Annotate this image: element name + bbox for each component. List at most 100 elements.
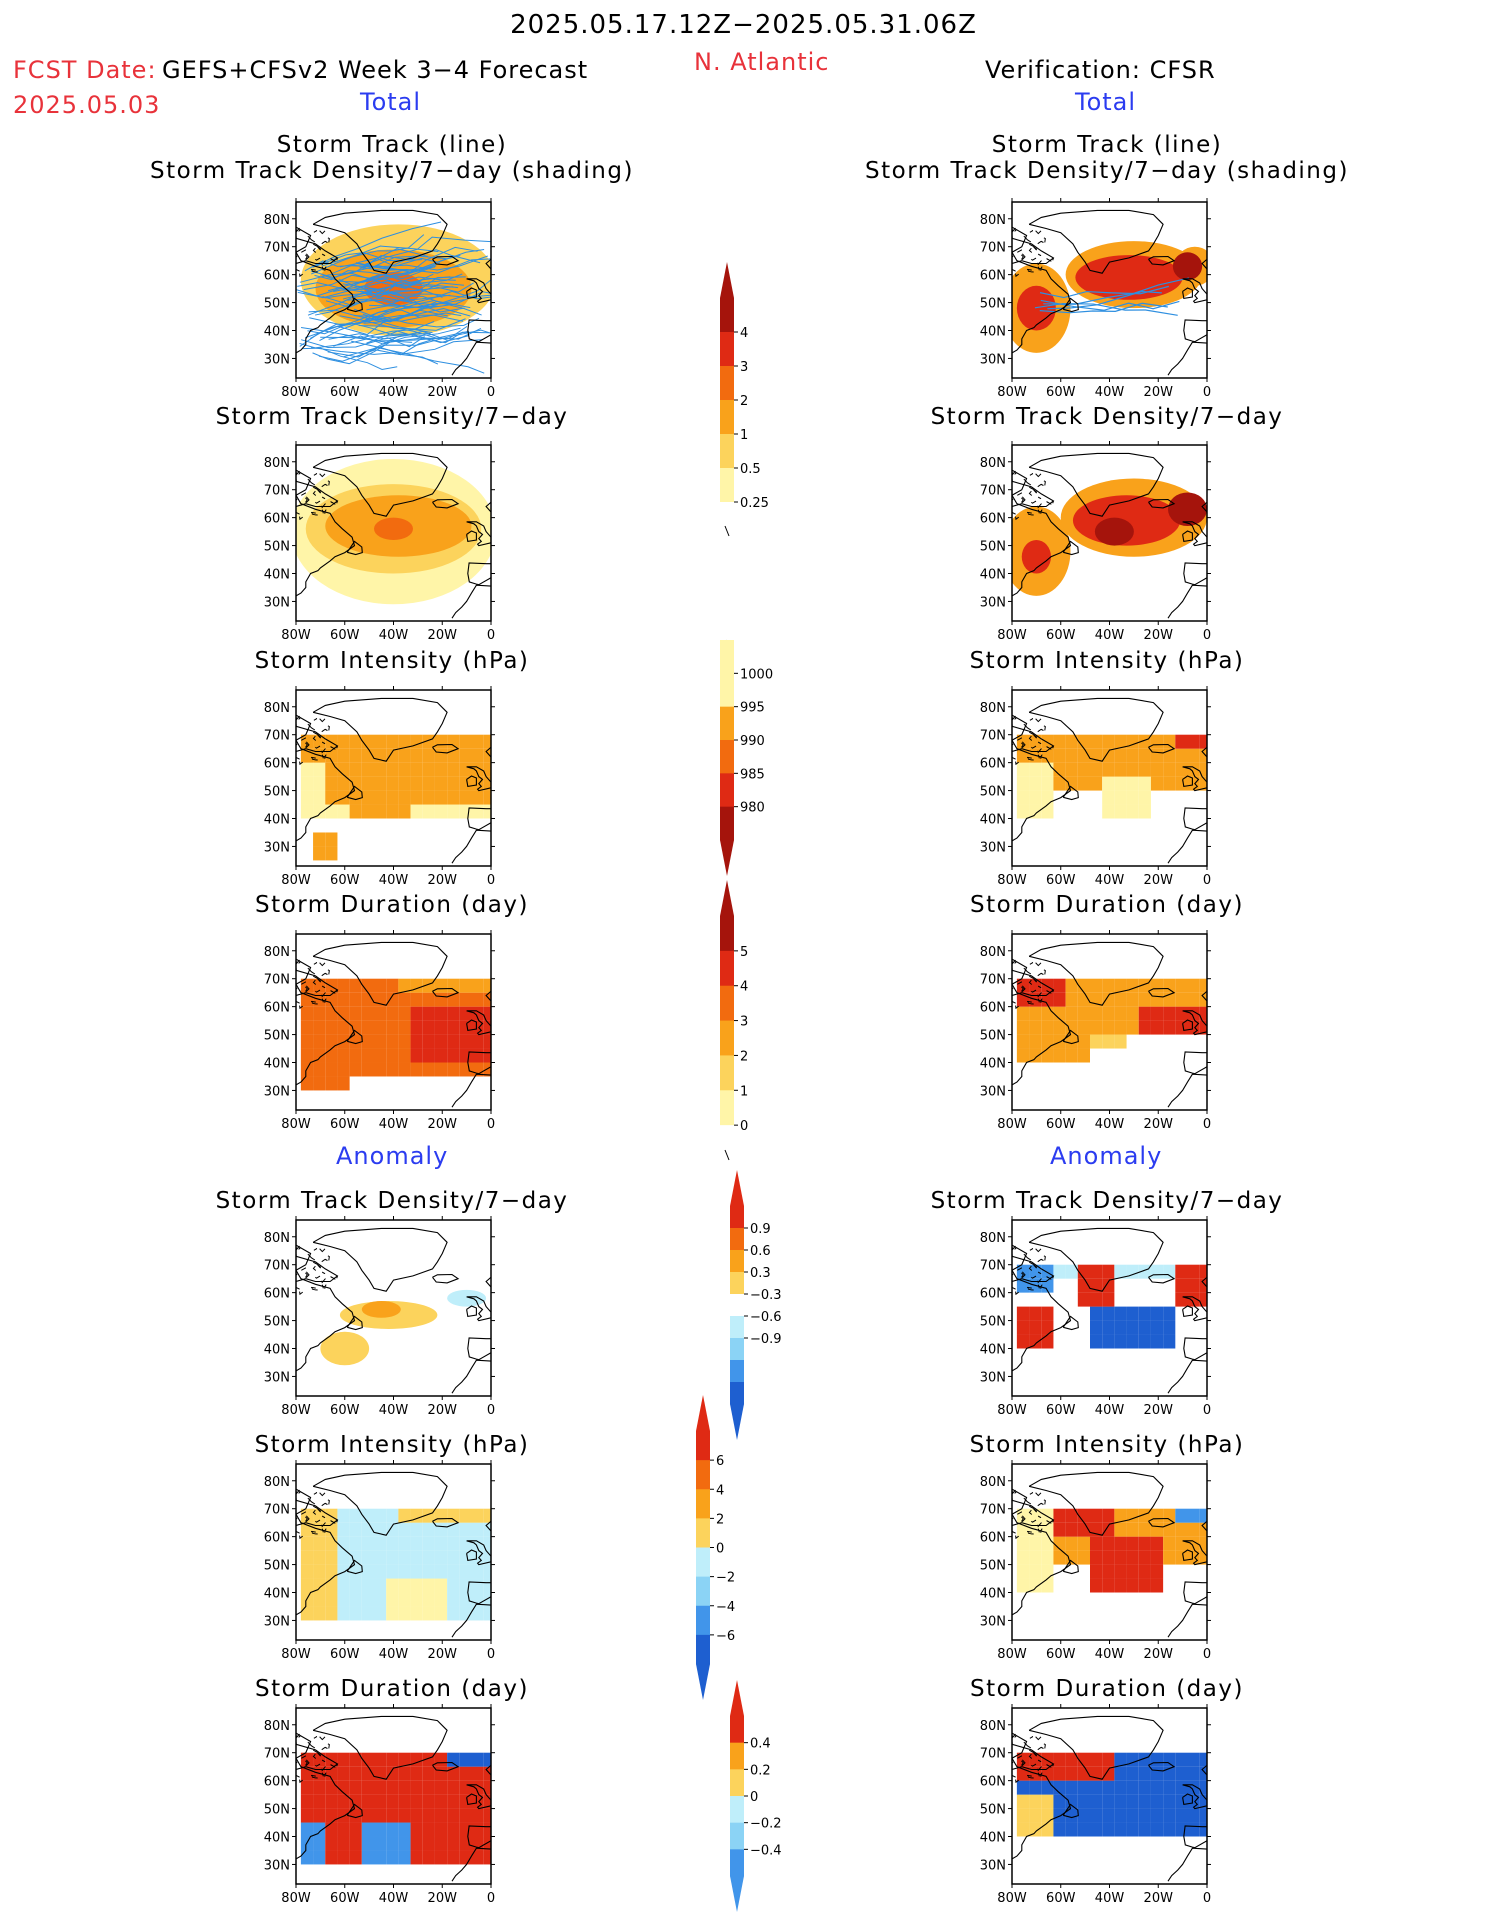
colorbar-tick-label: 0.4 (750, 1737, 771, 1752)
colorbar-tick-label: −4 (716, 1600, 735, 1615)
lat-tick-label: 50N (264, 1315, 290, 1330)
lon-tick-label: 0 (487, 385, 495, 400)
title-track-shading-right: Storm Track Density/7−day (shading) (865, 158, 1349, 184)
lat-tick-label: 80N (264, 1475, 290, 1490)
lat-tick-label: 50N (264, 1559, 290, 1574)
colorbar-tick-label: 4 (716, 1483, 724, 1498)
map-duration-anom-cfsr: 80N 70N 60N 50N 40N 30N 80W 60W 40W 20W 0 (980, 1704, 1211, 1906)
title-density-total-right: Storm Track Density/7−day (930, 404, 1284, 430)
colorbar-tick-label: −6 (716, 1629, 735, 1644)
colorbar-duration-total: 5 4 3 2 1 0 (720, 880, 748, 1161)
map-density-anom-cfsr: 80N 70N 60N 50N 40N 30N 80W 60W 40W 20W 0 (980, 1216, 1211, 1418)
colorbar-tick-label: 0.25 (740, 496, 769, 511)
lat-tick-label: 70N (980, 729, 1006, 744)
lat-tick-label: 40N (980, 813, 1006, 828)
colorbar-tick-label: −2 (716, 1571, 735, 1586)
colorbar-tick-label: 0.3 (750, 1266, 771, 1281)
colorbar-tick-label: −0.6 (750, 1310, 782, 1325)
lon-tick-label: 0 (487, 1891, 495, 1906)
lon-tick-label: 20W (428, 1117, 458, 1132)
lon-tick-label: 60W (330, 385, 360, 400)
lon-tick-label: 80W (997, 1403, 1027, 1418)
lat-tick-label: 70N (264, 729, 290, 744)
colorbar-duration-anom: 0.4 0.2 0 −0.2 −0.4 (730, 1680, 782, 1912)
colorbar-intensity-anom: 6 4 2 0 −2 −4 −6 (696, 1395, 735, 1700)
lat-tick-label: 80N (264, 456, 290, 471)
colorbar-tick-label: 4 (740, 980, 748, 995)
lat-tick-label: 80N (980, 1719, 1006, 1734)
lat-tick-label: 80N (980, 456, 1006, 471)
lat-tick-label: 70N (980, 973, 1006, 988)
lon-tick-label: 40W (1095, 385, 1125, 400)
map-density-fcst: 80N 70N 60N 50N 40N 30N 80W 60W 40W 20W 0 (264, 441, 495, 643)
lat-tick-label: 70N (980, 484, 1006, 499)
lon-tick-label: 40W (379, 385, 409, 400)
lon-tick-label: 20W (428, 385, 458, 400)
lon-tick-label: 0 (487, 628, 495, 643)
lat-tick-label: 40N (980, 568, 1006, 583)
lon-tick-label: 80W (281, 873, 311, 888)
fcst-product: GEFS+CFSv2 Week 3−4 Forecast (162, 56, 589, 84)
colorbar-tick-label: 1 (740, 428, 748, 443)
colorbar-tick-label: 0.5 (740, 462, 761, 477)
lat-tick-label: 40N (264, 325, 290, 340)
lon-tick-label: 20W (1144, 1117, 1174, 1132)
lat-tick-label: 60N (264, 1531, 290, 1546)
lon-tick-label: 0 (1203, 873, 1211, 888)
lon-tick-label: 20W (1144, 385, 1174, 400)
lat-tick-label: 50N (264, 1803, 290, 1818)
lat-tick-label: 40N (980, 1057, 1006, 1072)
lat-tick-label: 60N (980, 1001, 1006, 1016)
lat-tick-label: 30N (264, 1614, 290, 1629)
lon-tick-label: 80W (997, 1647, 1027, 1662)
lon-tick-label: 80W (997, 873, 1027, 888)
lon-tick-label: 80W (997, 628, 1027, 643)
lon-tick-label: 60W (330, 1891, 360, 1906)
lat-tick-label: 30N (264, 595, 290, 610)
colorbar-tick-label: 5 (740, 945, 748, 960)
lon-tick-label: 40W (1095, 873, 1125, 888)
lon-tick-label: 60W (330, 1403, 360, 1418)
map-intensity-anom-cfsr: 80N 70N 60N 50N 40N 30N 80W 60W 40W 20W 0 (980, 1460, 1211, 1662)
colorbar-tick-label: 0.2 (750, 1763, 771, 1778)
lon-tick-label: 40W (1095, 1403, 1125, 1418)
lat-tick-label: 30N (980, 1614, 1006, 1629)
title-duration-anom-left: Storm Duration (day) (255, 1676, 529, 1702)
total-label-right: Total (1075, 88, 1137, 116)
lat-tick-label: 80N (264, 213, 290, 228)
lat-tick-label: 50N (980, 1559, 1006, 1574)
lat-tick-label: 80N (980, 1231, 1006, 1246)
colorbar-tick-label: 0 (750, 1790, 758, 1805)
lon-tick-label: 80W (281, 1647, 311, 1662)
lat-tick-label: 60N (980, 757, 1006, 772)
lat-tick-label: 60N (980, 269, 1006, 284)
colorbar-tick-label: −0.9 (750, 1332, 782, 1347)
colorbar-intensity-total: 1000 995 990 985 980 (720, 639, 773, 876)
title-intensity-total-left: Storm Intensity (hPa) (254, 648, 530, 674)
map-density-cfsr: 80N 70N 60N 50N 40N 30N 80W 60W 40W 20W 0 (980, 441, 1211, 643)
colorbar-tick-label: 0 (716, 1542, 724, 1557)
lon-tick-label: 20W (428, 1647, 458, 1662)
lat-tick-label: 30N (264, 1858, 290, 1873)
lat-tick-label: 40N (264, 1587, 290, 1602)
lat-tick-label: 80N (980, 213, 1006, 228)
lon-tick-label: 40W (1095, 628, 1125, 643)
lon-tick-label: 20W (428, 873, 458, 888)
lon-tick-label: 40W (379, 1117, 409, 1132)
lon-tick-label: 0 (1203, 385, 1211, 400)
verification-label: Verification: CFSR (985, 56, 1216, 84)
colorbar-tick-label: 985 (740, 767, 765, 782)
lon-tick-label: 60W (1046, 385, 1076, 400)
lat-tick-label: 30N (264, 840, 290, 855)
period-title: 2025.05.17.12Z−2025.05.31.06Z (510, 10, 977, 40)
map-track-cfsr: 80N 70N 60N 50N 40N 30N 80W 60W 40W 20W 0 (980, 198, 1211, 400)
lat-tick-label: 70N (980, 241, 1006, 256)
colorbar-tick-label: −0.2 (750, 1817, 782, 1832)
lat-tick-label: 30N (980, 1370, 1006, 1385)
lon-tick-label: 60W (330, 1117, 360, 1132)
lon-tick-label: 40W (379, 873, 409, 888)
lon-tick-label: 80W (281, 385, 311, 400)
lon-tick-label: 20W (428, 628, 458, 643)
lat-tick-label: 50N (264, 297, 290, 312)
